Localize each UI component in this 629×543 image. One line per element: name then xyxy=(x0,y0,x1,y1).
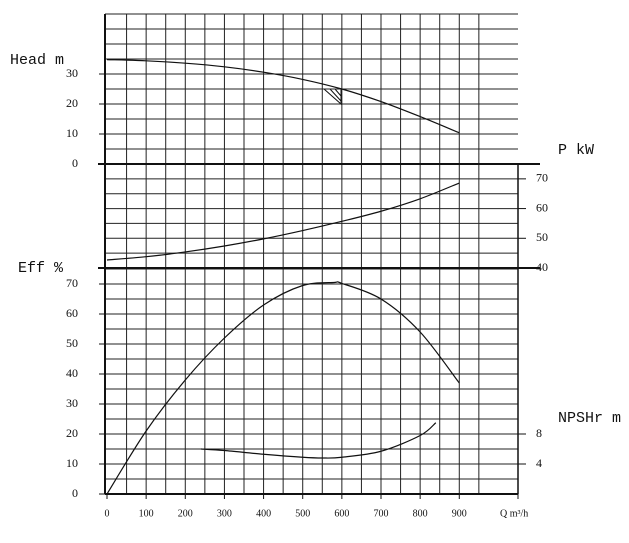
y-tick-label: 70 xyxy=(536,171,548,185)
x-tick-label: 0 xyxy=(105,508,110,519)
y-tick-label: 10 xyxy=(66,126,78,140)
x-axis-label: Q m³/h xyxy=(500,508,528,519)
y-tick-label: 60 xyxy=(536,200,548,214)
curve xyxy=(106,281,460,495)
y-tick-label: 70 xyxy=(66,276,78,290)
y-tick-label: 0 xyxy=(72,486,78,500)
y-tick-label: 40 xyxy=(66,366,78,380)
x-tick-label: 400 xyxy=(256,508,271,519)
y-tick-label: 60 xyxy=(66,306,78,320)
curve xyxy=(106,182,460,261)
y-tick-label: 0 xyxy=(72,156,78,170)
y-tick-label: 30 xyxy=(66,66,78,80)
x-tick-label: 900 xyxy=(452,508,467,519)
x-tick-label: 100 xyxy=(139,508,154,519)
y-tick-label: 8 xyxy=(536,426,542,440)
operating-point xyxy=(323,88,342,106)
y-tick-label: 50 xyxy=(536,230,548,244)
y-tick-label: 20 xyxy=(66,96,78,110)
y-tick-label: 40 xyxy=(536,260,548,274)
y-tick-label: 50 xyxy=(66,336,78,350)
x-tick-label: 700 xyxy=(374,508,389,519)
npsh-label: NPSHr m xyxy=(558,410,621,427)
x-tick-label: 300 xyxy=(217,508,232,519)
x-tick-label: 200 xyxy=(178,508,193,519)
eff-label: Eff % xyxy=(18,260,64,277)
power-label: P kW xyxy=(558,142,594,159)
head-label: Head m xyxy=(10,52,64,69)
y-tick-label: 20 xyxy=(66,426,78,440)
y-tick-label: 10 xyxy=(66,456,78,470)
x-tick-label: 600 xyxy=(334,508,349,519)
y-tick-label: 30 xyxy=(66,396,78,410)
curve xyxy=(106,59,460,134)
curve xyxy=(200,422,437,459)
y-tick-label: 4 xyxy=(536,456,542,470)
x-tick-label: 800 xyxy=(413,508,428,519)
x-tick-label: 500 xyxy=(295,508,310,519)
